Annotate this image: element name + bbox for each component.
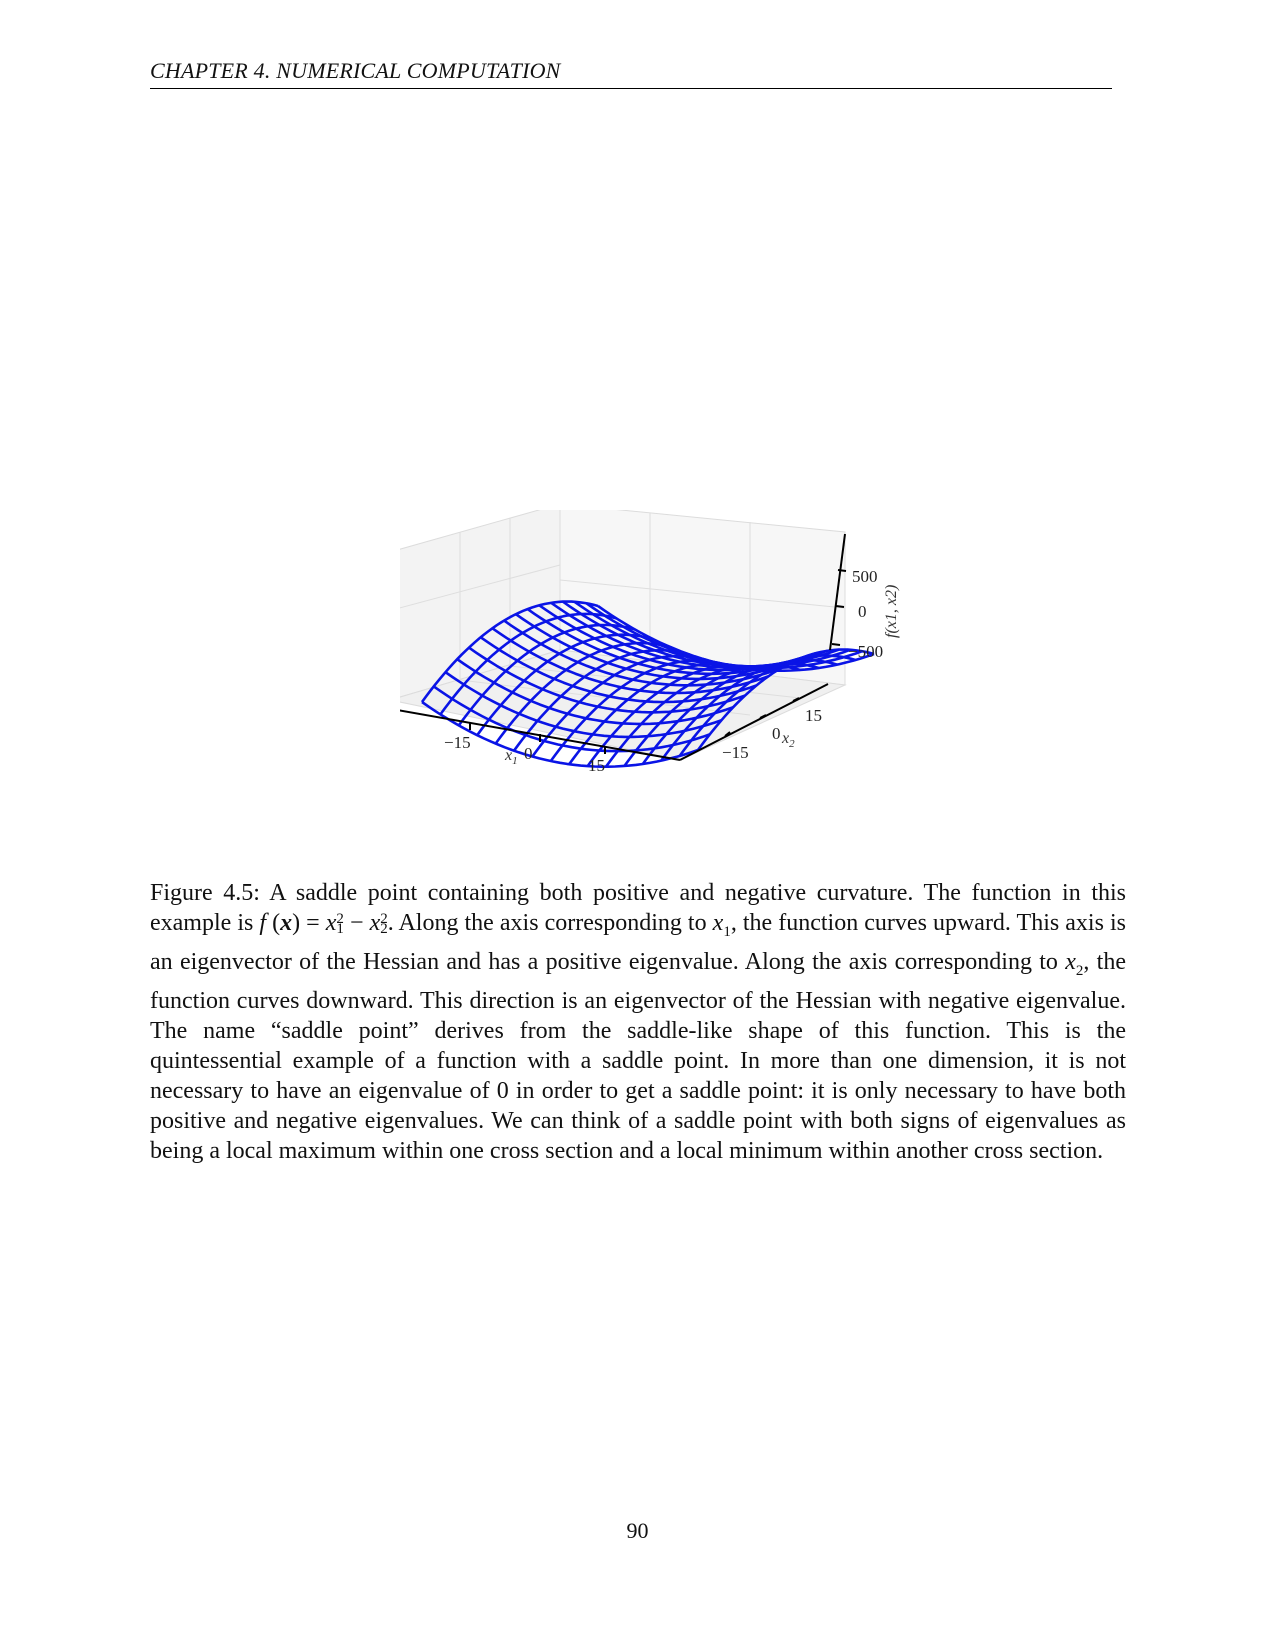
axis1-symbol: x (712, 910, 724, 936)
caption-text-2: . Along the axis corresponding to (387, 910, 713, 936)
saddle-surface-figure: −15 0 15 x1 −15 0 15 x2 500 0 −500 f(x1,… (400, 510, 960, 830)
mesh-line-x1-5 (512, 649, 691, 752)
mesh-line-x1-0 (420, 600, 599, 703)
caption-label: Figure 4.5: (150, 880, 260, 906)
caption-text-1: A saddle point containing both positive … (150, 880, 1127, 936)
x2-tick-neg15: −15 (722, 743, 749, 762)
page-number: 90 (626, 1518, 649, 1543)
axis1-subscript: 1 (723, 923, 731, 940)
mesh-line-x1-9 (586, 664, 764, 767)
caption-text-4: , the function curves downward. This dir… (150, 948, 1126, 1164)
x1-axis-label: x1 (504, 747, 518, 767)
x1-tick-0: 0 (524, 744, 533, 763)
mesh-line-x2-6 (491, 627, 769, 695)
mesh-line-x2-1 (432, 685, 711, 753)
pane-grid-line-4 (400, 564, 561, 609)
f-symbol: f (259, 910, 267, 936)
running-header: CHAPTER 4. NUMERICAL COMPUTATION (150, 58, 561, 83)
mesh-line-x2-7 (503, 619, 781, 687)
x-vector-symbol: x (280, 910, 293, 936)
tick-mark-5 (792, 697, 800, 702)
paren-close: ) = (292, 910, 326, 936)
mesh-line-x1-3 (476, 633, 654, 736)
mesh-line-x1-8 (568, 662, 746, 765)
header-rule (150, 88, 1112, 89)
x1-tick-15: 15 (588, 756, 605, 775)
mesh-line-x2-5 (479, 636, 758, 704)
tick-mark-8 (831, 643, 841, 646)
axis2-symbol: x (1065, 948, 1076, 975)
figure-caption: Figure 4.5: A saddle point containing bo… (150, 880, 1127, 1164)
z-axis-label: f(x1, x2) (883, 585, 900, 638)
z-tick-0: 0 (858, 602, 867, 621)
tick-mark-3 (724, 731, 731, 737)
x2-symbol: x (369, 910, 381, 936)
x1-superscript: 2 (336, 911, 344, 928)
mesh-line-x1-15 (696, 648, 875, 751)
x1-tick-neg15: −15 (444, 733, 471, 752)
minus-sign: − (343, 910, 370, 936)
x1-axis-line (400, 709, 681, 761)
mesh-line-x2-4 (468, 646, 746, 714)
z-axis-line (829, 533, 846, 651)
x2-tick-15: 15 (805, 706, 822, 725)
mesh-line-x2-2 (444, 671, 722, 739)
x2-axis-label: x2 (781, 730, 795, 750)
mesh-line-x1-7 (549, 659, 728, 762)
z-tick-neg500: −500 (848, 642, 883, 661)
x1-symbol: x (325, 910, 337, 936)
pane-grid-line-5 (559, 579, 846, 609)
tick-mark-4 (759, 714, 767, 719)
mesh-line-x1-2 (457, 623, 636, 727)
mesh-line-x2-8 (515, 613, 793, 681)
mesh-line-x2-0 (421, 700, 699, 769)
tick-mark-7 (835, 605, 845, 608)
paren-open: ( (266, 910, 281, 936)
x2-tick-0: 0 (772, 724, 781, 743)
mesh-line-x1-1 (439, 612, 617, 716)
mesh-line-x1-6 (531, 654, 709, 758)
x2-superscript: 2 (380, 911, 388, 928)
mesh-line-x1-4 (494, 641, 672, 745)
z-tick-500: 500 (852, 567, 878, 586)
surface-plot: −15 0 15 x1 −15 0 15 x2 500 0 −500 f(x1,… (400, 510, 900, 775)
tick-mark-6 (837, 569, 847, 572)
x2-axis-line (679, 683, 829, 761)
mesh-line-x1-13 (660, 658, 838, 762)
mesh-line-x1-14 (678, 654, 856, 757)
axis2-subscript: 2 (1075, 962, 1084, 979)
mesh-line-x2-3 (456, 658, 734, 726)
pane-grid-line-6 (459, 679, 751, 716)
caption-text-3: , the function curves upward. This axis … (150, 910, 1126, 975)
